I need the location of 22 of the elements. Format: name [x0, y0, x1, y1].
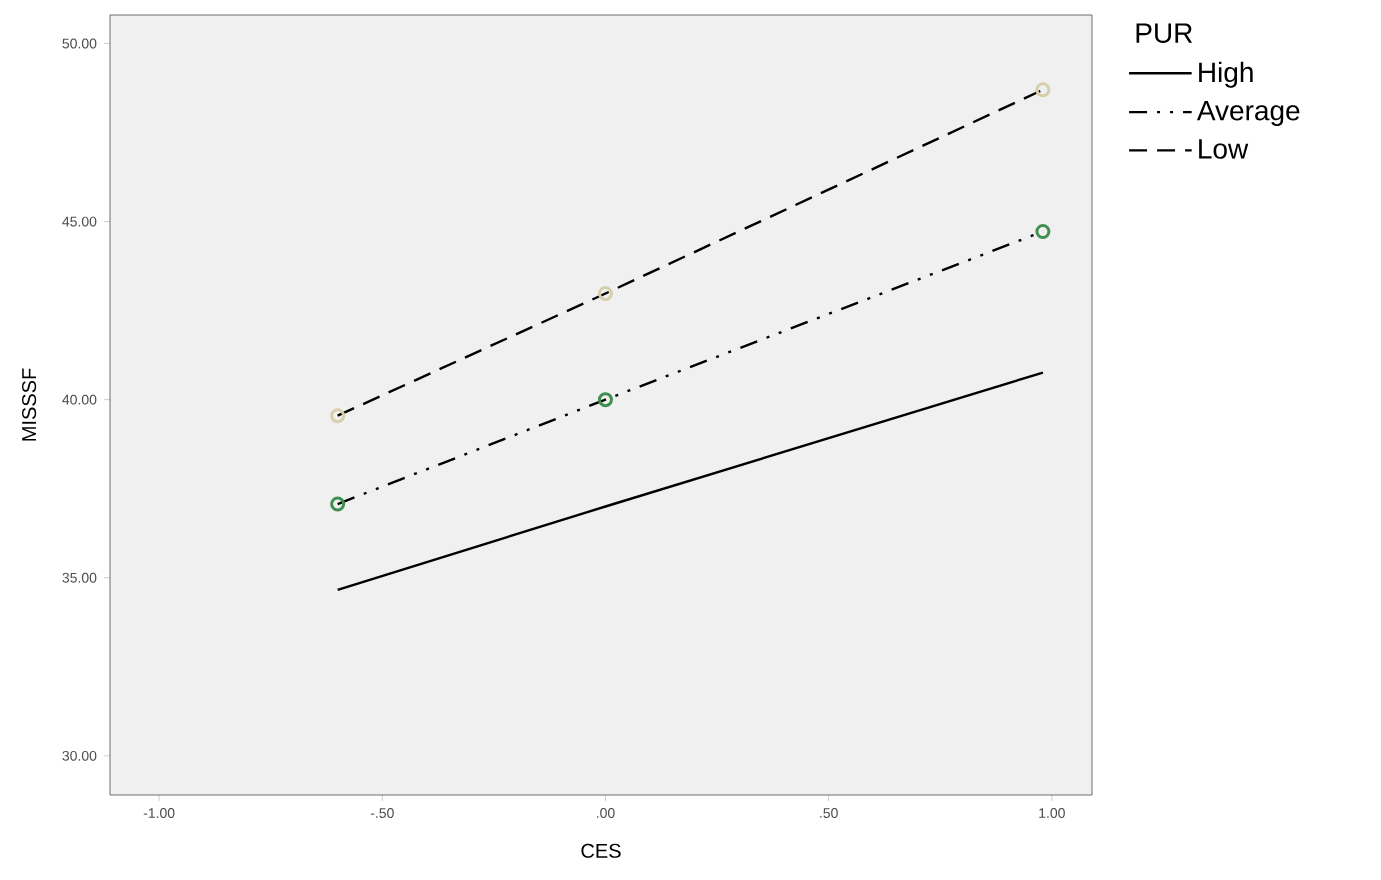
x-tick-label: -1.00 — [143, 808, 175, 818]
x-tick-label: .00 — [597, 808, 615, 818]
y-tick-label: 30.00 — [62, 750, 97, 761]
y-tick-label: 40.00 — [62, 394, 97, 405]
x-tick-label: .50 — [820, 808, 838, 818]
point — [597, 392, 613, 408]
y-tick-label: 50.00 — [62, 38, 97, 49]
x-axis-title: CES — [581, 843, 621, 858]
x-tick-label: 1.00 — [1039, 808, 1065, 818]
point — [1035, 224, 1051, 240]
legend-label: Average — [1196, 100, 1300, 127]
point — [330, 408, 346, 424]
point — [1035, 82, 1051, 98]
point — [330, 496, 346, 512]
legend-title: PUR — [1136, 23, 1193, 43]
point — [597, 286, 613, 302]
legend-label: Low — [1199, 139, 1249, 159]
x-tick-label: -.50 — [370, 808, 394, 818]
y-tick-label: 35.00 — [62, 572, 97, 583]
legend-label: High — [1199, 61, 1253, 88]
y-axis-title: MISSSF — [22, 368, 37, 441]
y-tick-label: 45.00 — [62, 216, 97, 227]
